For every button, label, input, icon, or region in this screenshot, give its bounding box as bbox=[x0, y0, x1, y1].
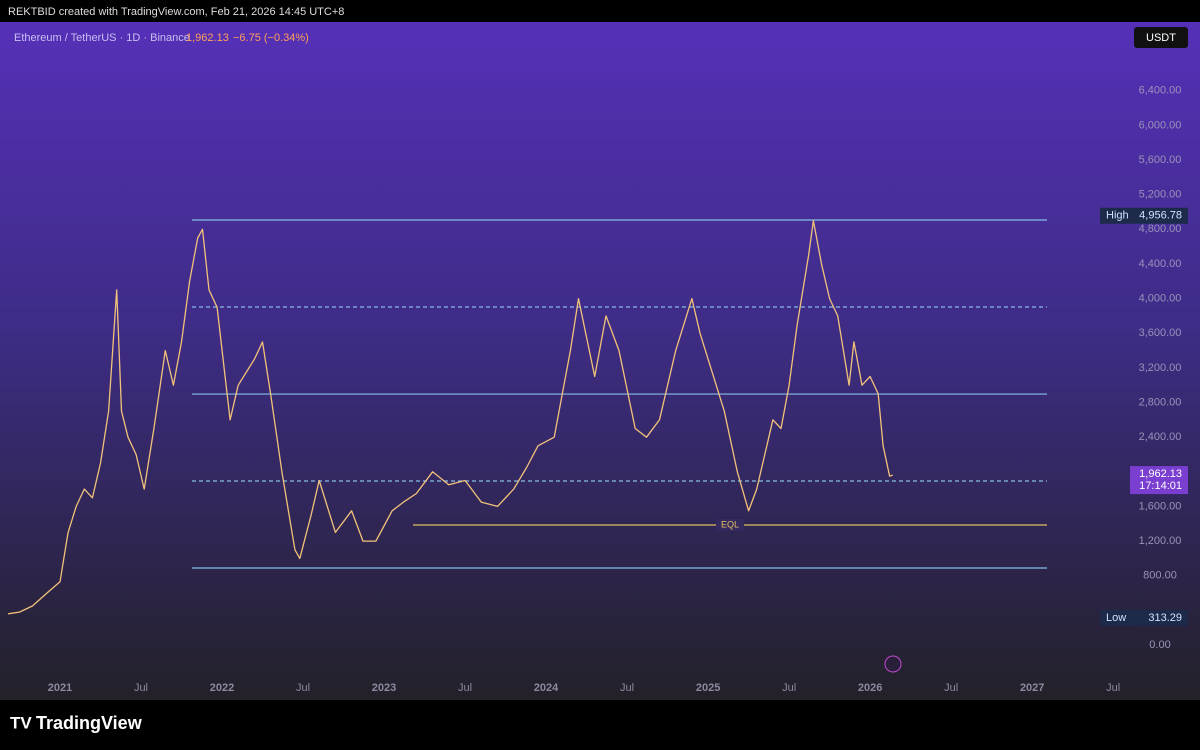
price-label: 1,962.13 bbox=[186, 32, 229, 44]
low-label: Low bbox=[1106, 612, 1126, 624]
last-tag bbox=[1130, 466, 1188, 495]
x-tick-label: 2023 bbox=[372, 682, 396, 694]
y-tick-label: 2,400.00 bbox=[1139, 431, 1182, 443]
price-line bbox=[8, 220, 893, 615]
x-tick-label: 2025 bbox=[696, 682, 720, 694]
x-tick-label: Jul bbox=[620, 682, 634, 694]
x-tick-label: 2021 bbox=[48, 682, 72, 694]
logo-mark: TV bbox=[10, 713, 32, 732]
x-tick-label: Jul bbox=[296, 682, 310, 694]
y-tick-label: 4,800.00 bbox=[1139, 223, 1182, 235]
credit: REKTBID created with TradingView.com, Fe… bbox=[8, 6, 344, 18]
level-label: EQL bbox=[721, 519, 739, 529]
low-value: 313.29 bbox=[1148, 612, 1182, 624]
x-tick-label: Jul bbox=[1106, 682, 1120, 694]
x-tick-label: Jul bbox=[134, 682, 148, 694]
top-bar bbox=[0, 0, 1200, 22]
high-label: High bbox=[1106, 210, 1129, 222]
level-label-bg bbox=[716, 518, 744, 531]
change-label: −6.75 (−0.34%) bbox=[233, 32, 309, 44]
y-tick-label: 1,200.00 bbox=[1139, 535, 1182, 547]
y-tick-label: 5,600.00 bbox=[1139, 154, 1182, 166]
y-tick-label: 4,000.00 bbox=[1139, 293, 1182, 305]
y-tick-label: 800.00 bbox=[1143, 570, 1177, 582]
high-value-bg bbox=[1134, 208, 1186, 223]
x-tick-label: 2022 bbox=[210, 682, 234, 694]
y-tick-label: 5,200.00 bbox=[1139, 189, 1182, 201]
x-tick-label: 2027 bbox=[1020, 682, 1044, 694]
chart-title: Ethereum / TetherUS · 1D · Binance bbox=[14, 32, 190, 44]
x-tick-label: Jul bbox=[944, 682, 958, 694]
last-value: 1,962.13 bbox=[1139, 468, 1182, 480]
y-tick-label: 0.00 bbox=[1149, 639, 1170, 651]
high-value: 4,956.78 bbox=[1139, 210, 1182, 222]
x-tick-label: 2026 bbox=[858, 682, 882, 694]
y-tick-label: 3,600.00 bbox=[1139, 327, 1182, 339]
countdown: 17:14:01 bbox=[1139, 480, 1182, 492]
y-tick-label: 3,200.00 bbox=[1139, 362, 1182, 374]
y-tick-label: 1,600.00 bbox=[1139, 500, 1182, 512]
low-value-bg bbox=[1134, 610, 1186, 625]
currency[interactable]: USDT bbox=[1146, 32, 1176, 44]
currency-button[interactable] bbox=[1134, 27, 1188, 48]
chart-bg bbox=[0, 22, 1200, 700]
y-tick-label: 2,800.00 bbox=[1139, 396, 1182, 408]
y-tick-label: 6,400.00 bbox=[1139, 85, 1182, 97]
brand: TradingView bbox=[36, 713, 143, 733]
x-tick-label: 2024 bbox=[534, 682, 559, 694]
y-tick-label: 6,000.00 bbox=[1139, 119, 1182, 131]
y-tick-label: 4,400.00 bbox=[1139, 258, 1182, 270]
x-tick-label: Jul bbox=[782, 682, 796, 694]
alert-icon[interactable] bbox=[884, 655, 902, 673]
x-tick-label: Jul bbox=[458, 682, 472, 694]
bottom-bar bbox=[0, 700, 1200, 750]
